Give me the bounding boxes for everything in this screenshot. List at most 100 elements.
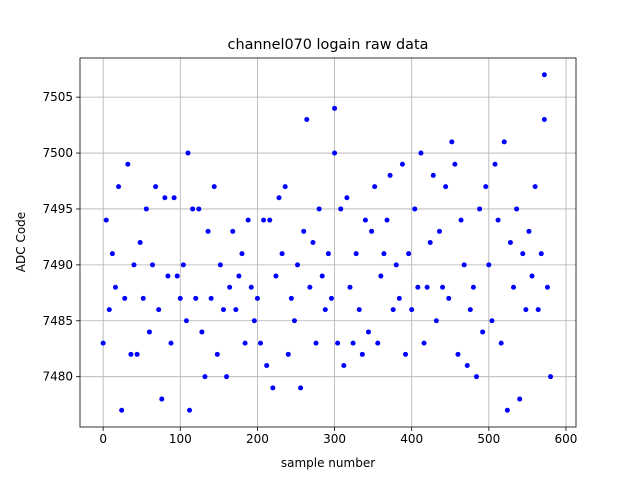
point [162, 195, 168, 201]
point [196, 206, 202, 212]
point [535, 307, 541, 313]
point [511, 284, 517, 290]
x-tick-label: 100 [169, 432, 192, 446]
point [208, 295, 214, 301]
point [492, 161, 498, 167]
point [384, 217, 390, 223]
point [103, 217, 109, 223]
point [403, 351, 409, 357]
point [430, 172, 436, 178]
point [470, 284, 476, 290]
point [387, 172, 393, 178]
point [538, 251, 544, 257]
point [251, 318, 257, 324]
x-tick-label: 400 [400, 432, 423, 446]
point [436, 228, 442, 234]
point [399, 161, 405, 167]
y-tick-label: 7495 [42, 202, 73, 216]
point [489, 318, 495, 324]
point [520, 251, 526, 257]
y-tick-label: 7505 [42, 90, 73, 104]
point [214, 351, 220, 357]
x-tick-label: 0 [99, 432, 107, 446]
y-tick-label: 7485 [42, 314, 73, 328]
point [143, 206, 149, 212]
point [180, 262, 186, 268]
point [128, 351, 134, 357]
point [150, 262, 156, 268]
point [140, 295, 146, 301]
point [174, 273, 180, 279]
point [480, 329, 486, 335]
point [498, 340, 504, 346]
point [109, 251, 115, 257]
point [220, 307, 226, 313]
point [464, 363, 470, 368]
point [541, 117, 547, 122]
x-tick-label: 200 [246, 432, 269, 446]
point [544, 284, 550, 290]
point [415, 284, 421, 290]
point [486, 262, 492, 268]
point [202, 374, 208, 380]
point [529, 273, 535, 279]
point [473, 374, 479, 380]
point [495, 217, 501, 223]
point [517, 396, 523, 402]
point [177, 295, 183, 301]
point [254, 295, 260, 301]
point [270, 385, 276, 391]
point [313, 340, 319, 346]
point [165, 273, 171, 279]
point [236, 273, 242, 279]
point [393, 262, 399, 268]
point [116, 184, 122, 190]
point [446, 295, 452, 301]
point [467, 307, 473, 313]
point [458, 217, 464, 223]
point [369, 228, 375, 234]
point [100, 340, 106, 346]
point [233, 307, 239, 313]
point [171, 195, 177, 201]
point [332, 105, 338, 111]
point [353, 251, 359, 257]
y-tick-label: 7500 [42, 146, 73, 160]
point [461, 262, 467, 268]
point [532, 184, 538, 190]
point [258, 340, 264, 346]
point [307, 284, 313, 290]
point [301, 228, 307, 234]
point [449, 139, 455, 145]
point [131, 262, 137, 268]
x-tick-label: 300 [323, 432, 346, 446]
point [548, 374, 554, 380]
point [316, 206, 322, 212]
point [341, 363, 347, 368]
point [106, 307, 112, 313]
point [217, 262, 223, 268]
point [356, 307, 362, 313]
point [230, 228, 236, 234]
point [365, 329, 371, 335]
point [322, 307, 328, 313]
point [332, 150, 338, 156]
point [187, 407, 193, 413]
point [396, 295, 402, 301]
point [285, 351, 291, 357]
point [504, 407, 510, 413]
point [211, 184, 217, 190]
y-tick-label: 7490 [42, 258, 73, 272]
point [193, 295, 199, 301]
point [159, 396, 165, 402]
point [119, 407, 125, 413]
point [288, 295, 294, 301]
point [248, 284, 254, 290]
point [264, 363, 270, 368]
point [359, 351, 365, 357]
point [362, 217, 368, 223]
point [328, 295, 334, 301]
plot-frame [79, 57, 577, 428]
y-axis-label: ADC Code [14, 212, 28, 272]
point [421, 340, 427, 346]
